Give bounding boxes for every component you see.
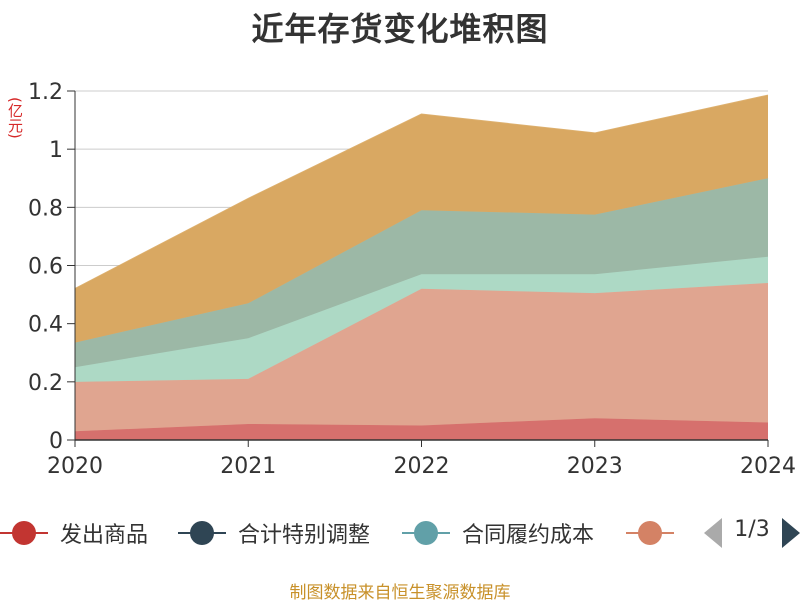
area-series-1 <box>75 418 768 440</box>
area-series-2 <box>75 282 768 432</box>
x-tick-label: 2024 <box>740 454 796 479</box>
y-axis-unit-label: (亿元) <box>6 97 24 139</box>
legend-item-heji-tebie-tiaozheng[interactable]: 合计特别调整 <box>178 515 370 551</box>
area-series-4 <box>75 178 768 368</box>
area-series-3 <box>75 256 768 382</box>
y-tick-label: 0.6 <box>28 255 63 280</box>
pager-page-indicator: 1/3 <box>734 517 770 542</box>
pager-prev-icon[interactable] <box>704 518 722 548</box>
legend-dot <box>190 521 214 545</box>
y-tick-label: 0.4 <box>28 313 63 338</box>
legend-marker-icon <box>402 521 450 545</box>
legend-label: 发出商品 <box>60 523 149 548</box>
pager-next-icon[interactable] <box>782 518 800 548</box>
legend-dot <box>12 521 36 545</box>
y-tick-label: 0.8 <box>28 196 63 221</box>
legend-item-hetong-luyue-chengben[interactable]: 合同履约成本 <box>402 515 594 551</box>
legend-item-fachu-shangpin[interactable]: 发出商品 <box>0 515 148 551</box>
y-tick-label: 1 <box>49 138 63 163</box>
legend: 发出商品 合计特别调整 合同履约成本 <box>0 515 800 555</box>
x-tick-label: 2022 <box>394 454 450 479</box>
axes <box>67 90 769 447</box>
legend-label: 合同履约成本 <box>462 523 595 548</box>
legend-dot <box>414 521 438 545</box>
x-tick-label: 2020 <box>47 454 103 479</box>
y-tick-label: 0.2 <box>28 371 63 396</box>
chart-title: 近年存货变化堆积图 <box>251 10 549 48</box>
x-tick-label: 2023 <box>567 454 623 479</box>
x-tick-label: 2021 <box>220 454 276 479</box>
y-tick-label: 0 <box>49 429 63 454</box>
data-source-note: 制图数据来自恒生聚源数据库 <box>289 583 511 603</box>
y-tick-label: 1.2 <box>28 80 63 105</box>
legend-label: 合计特别调整 <box>238 523 371 548</box>
area-series-5-edge <box>74 94 769 290</box>
legend-pager: 1/3 <box>700 515 800 551</box>
legend-marker-icon <box>0 521 48 545</box>
area-series-5 <box>75 95 768 343</box>
tick-labels: 0 0.2 0.4 0.6 0.8 1 1.2 2020 2021 2022 2023 2024 <box>28 80 796 479</box>
area-series <box>74 94 769 440</box>
legend-item-partial[interactable] <box>626 515 686 551</box>
legend-marker-icon <box>178 521 226 545</box>
legend-marker-icon <box>626 521 674 545</box>
legend-dot <box>638 521 662 545</box>
